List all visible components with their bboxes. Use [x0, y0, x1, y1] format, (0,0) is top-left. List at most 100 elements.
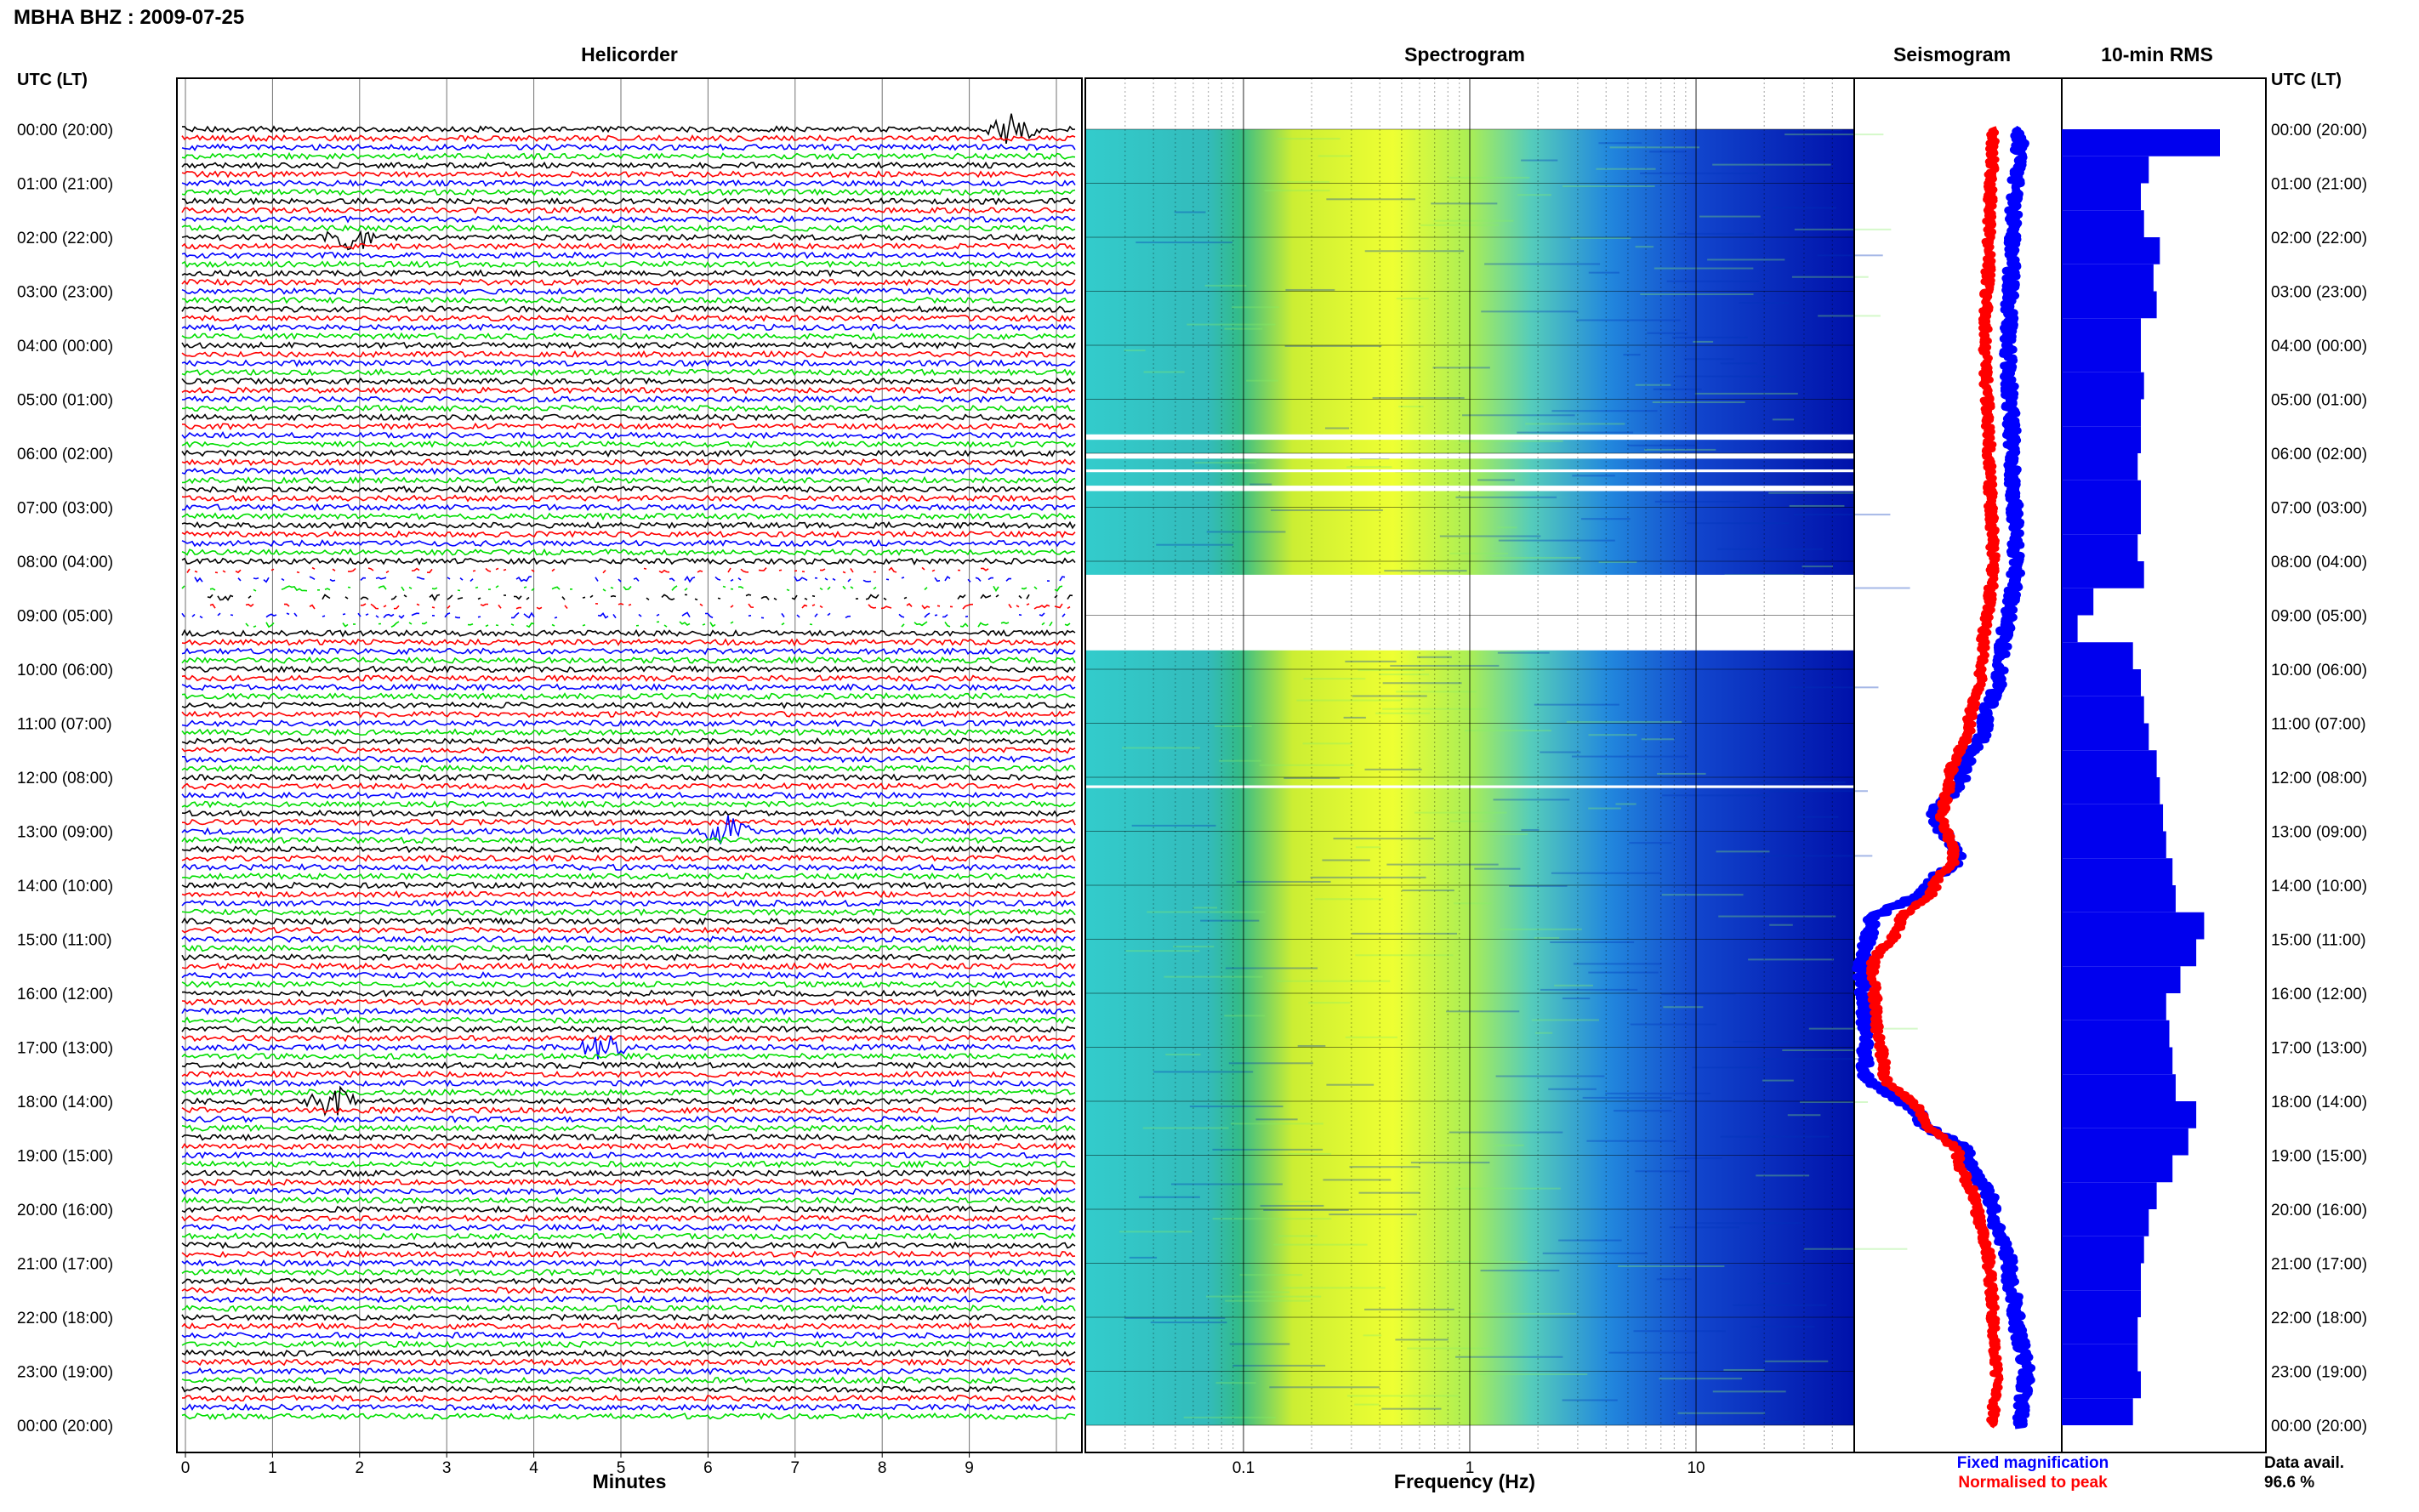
spectrogram-speckle: [1608, 1351, 1698, 1354]
spectrogram-speckle: [1164, 975, 1263, 978]
spectrogram-speckle: [1784, 134, 1884, 136]
left-time-tick-label: 11:00 (07:00): [17, 716, 112, 734]
left-time-tick-label: 14:00 (10:00): [17, 878, 113, 895]
right-time-tick-label: 10:00 (06:00): [2271, 662, 2367, 679]
left-time-tick-label: 04:00 (00:00): [17, 338, 113, 355]
spectrogram-speckle: [1283, 777, 1340, 779]
spectrogram-speckle: [1484, 263, 1601, 265]
spectrogram-speckle: [1550, 941, 1635, 944]
helicorder-trace: [182, 612, 1075, 617]
helicorder-trace: [182, 113, 1076, 145]
spectrogram-speckle: [1283, 1287, 1386, 1289]
left-time-tick-label: 02:00 (22:00): [17, 230, 113, 247]
spectrogram-speckle: [1720, 362, 1758, 365]
rms-bar: [2062, 939, 2197, 967]
spectrogram-speckle: [1192, 907, 1218, 909]
helicorder-frame: [176, 77, 1083, 1453]
helicorder-trace: [181, 1250, 1076, 1259]
left-time-tick-label: 08:00 (04:00): [17, 554, 113, 571]
rms-bar: [2062, 1155, 2173, 1183]
spectrogram-x-tick-label: 1: [1466, 1459, 1475, 1477]
helicorder-trace: [181, 881, 1076, 890]
spectrogram-speckle: [1477, 1373, 1588, 1376]
helicorder-trace: [181, 134, 1076, 143]
spectrogram-speckle: [1723, 1368, 1765, 1371]
spectrogram-speckle: [1318, 155, 1352, 157]
spectrogram-speckle: [1314, 898, 1383, 901]
rms-bar: [2062, 1020, 2170, 1048]
spectrogram-speckle: [1322, 859, 1370, 861]
left-time-tick-label: 17:00 (13:00): [17, 1040, 113, 1058]
spectrogram-speckle: [1694, 392, 1798, 395]
spectrogram-speckle: [1762, 1420, 1792, 1423]
spectrogram-speckle: [1586, 1140, 1676, 1142]
spectrogram-speckle: [1517, 194, 1551, 196]
helicorder-trace: [181, 332, 1076, 341]
helicorder-trace: [181, 1205, 1076, 1214]
spectrogram-speckle: [1395, 1339, 1449, 1341]
spectrogram-speckle: [1122, 747, 1200, 749]
spectrogram-speckle: [1674, 375, 1778, 378]
spectrogram-speckle: [1521, 828, 1540, 831]
right-time-tick-label: 08:00 (04:00): [2271, 554, 2367, 571]
spectrogram-speckle: [1662, 794, 1770, 797]
spectrogram-speckle: [1684, 358, 1734, 361]
spectrogram-speckle: [1757, 1058, 1868, 1060]
spectrogram-speckle: [1652, 401, 1745, 404]
helicorder-trace: [181, 737, 1076, 746]
rms-bar: [2062, 723, 2149, 751]
helicorder-trace: [181, 1142, 1076, 1151]
helicorder-trace: [181, 395, 1076, 404]
spectrogram-speckle: [1666, 280, 1760, 282]
helicorder-trace: [181, 475, 1076, 485]
left-time-tick-label: 13:00 (09:00): [17, 824, 113, 842]
spectrogram-speckle: [1302, 742, 1352, 745]
spectrogram-speckle: [1663, 1006, 1704, 1009]
helicorder-trace: [181, 350, 1076, 359]
spectrogram-speckle: [1260, 1204, 1324, 1207]
rms-bar: [2062, 453, 2138, 480]
left-time-tick-label: 20:00 (16:00): [17, 1202, 113, 1219]
spectrogram-speckle: [1772, 207, 1836, 209]
spectrogram-speckle: [1346, 1395, 1460, 1397]
helicorder-trace: [181, 1078, 1076, 1088]
helicorder-trace: [181, 647, 1076, 656]
spectrogram-speckle: [1551, 872, 1662, 874]
spectrogram-speckle: [1461, 414, 1575, 417]
spectrogram-speckle: [1562, 185, 1655, 188]
spectrogram-speckle: [1449, 1131, 1563, 1134]
spectrogram-speckle: [1669, 1226, 1739, 1229]
right-time-tick-label: 07:00 (03:00): [2271, 500, 2367, 518]
spectrogram-speckle: [1402, 890, 1454, 892]
helicorder-trace: [181, 791, 1076, 799]
helicorder-x-tick-label: 3: [442, 1459, 452, 1477]
helicorder-trace: [182, 818, 1076, 827]
helicorder-trace: [181, 1133, 1076, 1142]
helicorder-trace: [181, 845, 1076, 854]
right-time-tick-label: 03:00 (23:00): [2271, 284, 2367, 302]
spectrogram-speckle: [1756, 855, 1873, 857]
spectrogram-speckle: [1170, 1183, 1283, 1185]
spectrogram-speckle: [1225, 1299, 1311, 1302]
spectrogram-speckle: [1296, 699, 1401, 702]
helicorder-trace: [181, 206, 1076, 214]
left-time-axis-label: UTC (LT): [17, 71, 88, 89]
spectrogram-speckle: [1236, 880, 1331, 883]
spectrogram-speckle: [1142, 1127, 1229, 1129]
helicorder-trace: [181, 971, 1076, 980]
right-time-tick-label: 11:00 (07:00): [2271, 716, 2366, 734]
helicorder-trace: [181, 863, 1076, 872]
helicorder-trace: [181, 1160, 1076, 1168]
spectrogram-speckle: [1323, 1179, 1392, 1181]
spectrogram-speckle: [1255, 1118, 1298, 1121]
spectrogram-speckle: [1562, 1399, 1618, 1401]
helicorder-trace: [181, 926, 1076, 935]
spectrogram-speckle: [1588, 271, 1619, 274]
rms-bar: [2062, 264, 2154, 292]
right-time-tick-label: 23:00 (19:00): [2271, 1364, 2367, 1382]
spectrogram-speckle: [1449, 552, 1509, 554]
helicorder-trace: [181, 809, 1076, 817]
rms-bar: [2062, 912, 2205, 940]
helicorder-trace: [181, 440, 1076, 449]
spectrogram-speckle: [1343, 716, 1366, 719]
